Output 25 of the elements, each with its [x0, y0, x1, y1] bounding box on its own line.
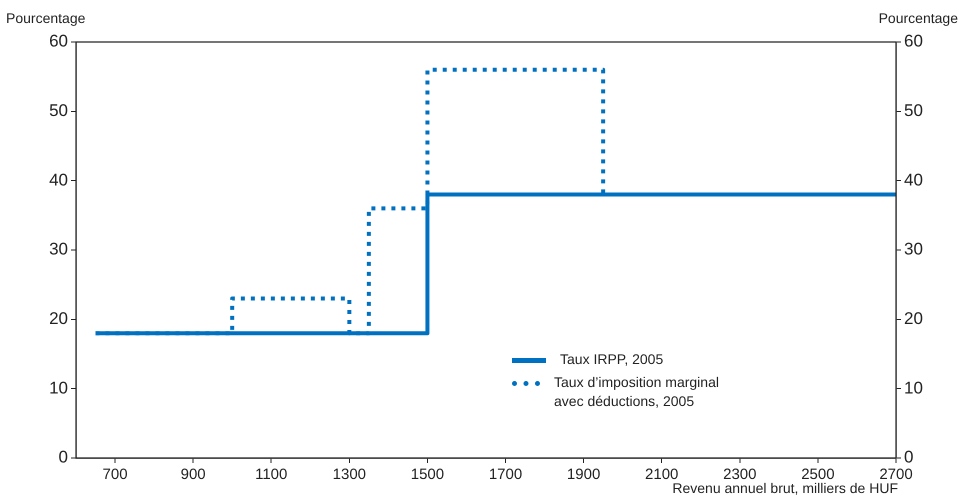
y2-tick-label: 20 — [904, 309, 923, 328]
y2-tick-label: 30 — [904, 240, 923, 259]
y-tick-label: 30 — [49, 240, 68, 259]
y-tick-label: 10 — [49, 378, 68, 398]
y-tick-label: 40 — [49, 170, 68, 190]
y-axis-title: Pourcentage — [6, 10, 86, 26]
x-tick-label: 700 — [102, 466, 128, 484]
x-tick-label: 1500 — [410, 466, 444, 484]
y2-axis-title: Pourcentage — [878, 10, 958, 26]
y2-tick-label: 0 — [904, 448, 914, 467]
y2-tick-label: 60 — [904, 32, 923, 51]
y-tick-label: 60 — [49, 32, 68, 51]
y-tick-label: 0 — [58, 448, 68, 467]
y-tick-label: 20 — [49, 309, 68, 328]
x-tick-label: 1900 — [566, 466, 600, 484]
x-tick-label: 1300 — [332, 466, 366, 484]
x-tick-label: 900 — [180, 466, 206, 484]
legend-label: Taux d’imposition marginal avec déductions, 2005 — [554, 373, 720, 411]
legend-label: Taux IRPP, 2005 — [560, 350, 664, 369]
y2-tick-label: 50 — [904, 101, 923, 120]
y-tick-label: 50 — [49, 101, 68, 120]
y2-tick-label: 10 — [904, 378, 923, 398]
y2-tick-label: 40 — [904, 170, 923, 190]
x-tick-label: 1100 — [255, 466, 288, 484]
x-tick-label: 1700 — [488, 466, 522, 484]
